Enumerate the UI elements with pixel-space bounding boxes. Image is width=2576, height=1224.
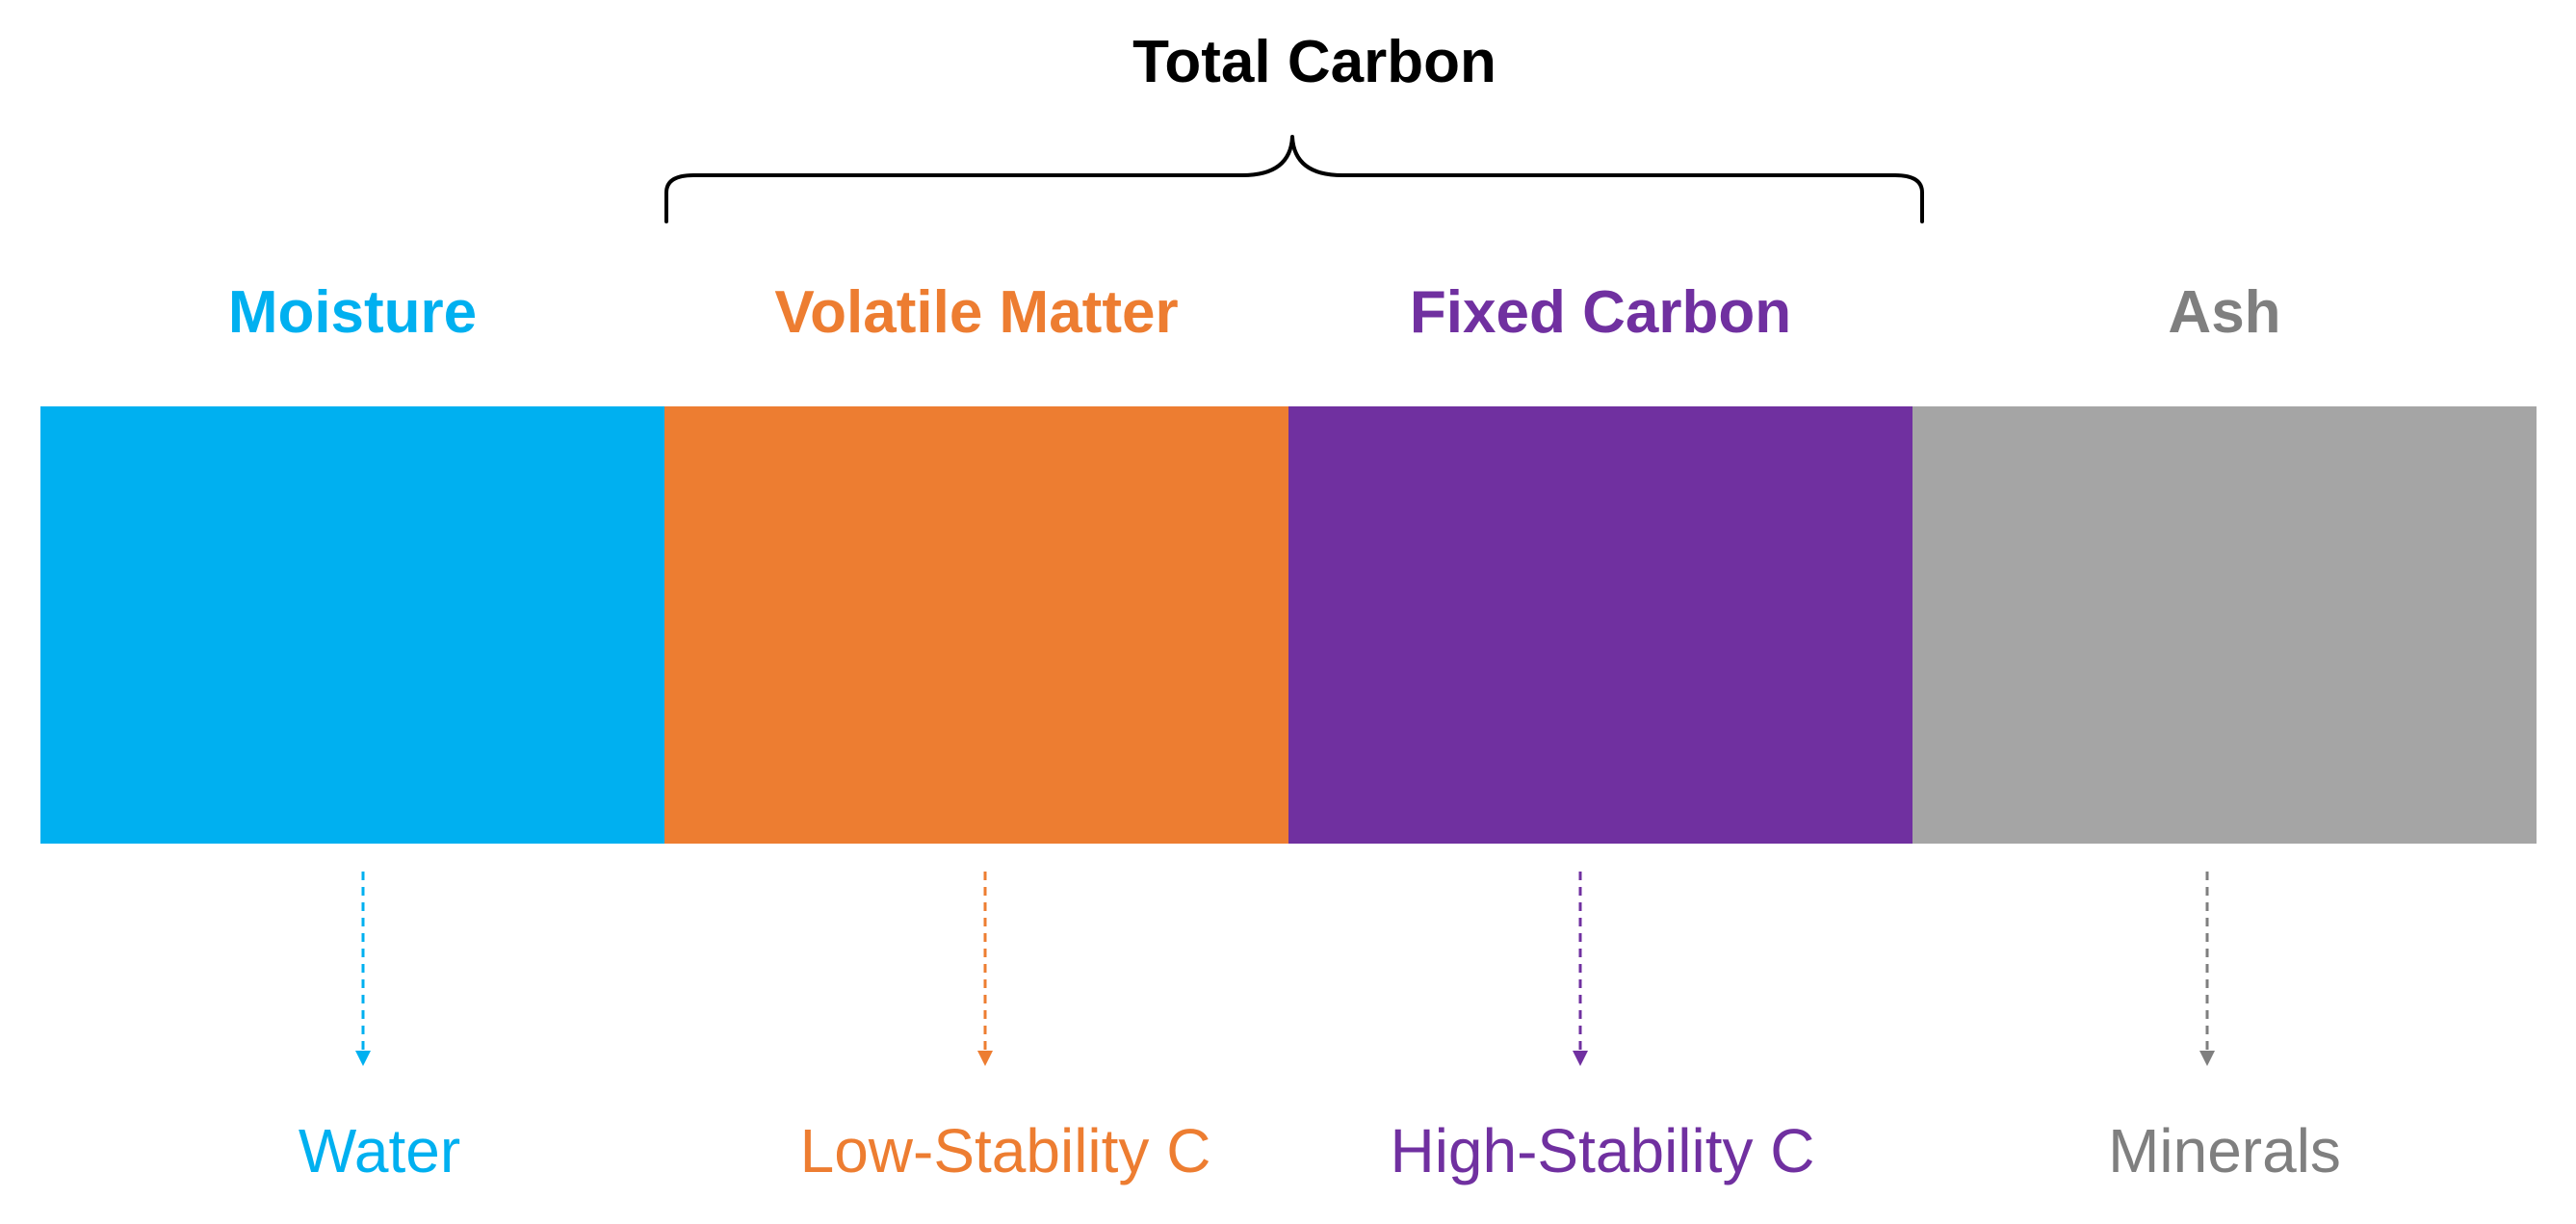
arrow-ash-icon <box>2199 872 2215 1066</box>
segment-ash <box>1912 406 2537 844</box>
label-moisture: Moisture <box>227 279 478 346</box>
label-ash: Ash <box>2168 279 2281 346</box>
output-water: Water <box>298 1116 461 1185</box>
arrow-moisture-icon <box>355 872 371 1066</box>
arrow-volatile-matter-icon <box>977 872 993 1066</box>
label-volatile-matter: Volatile Matter <box>774 279 1179 346</box>
segment-volatile-matter <box>664 406 1288 844</box>
output-low-stability-c: Low-Stability C <box>799 1116 1211 1185</box>
output-minerals: Minerals <box>2108 1116 2341 1185</box>
arrow-fixed-carbon-icon <box>1573 872 1588 1066</box>
total-carbon-title: Total Carbon <box>1132 29 1496 95</box>
total-carbon-brace <box>664 135 1924 223</box>
segment-fixed-carbon <box>1288 406 1912 844</box>
segment-moisture <box>40 406 664 844</box>
label-fixed-carbon: Fixed Carbon <box>1409 279 1792 346</box>
output-high-stability-c: High-Stability C <box>1390 1116 1815 1185</box>
